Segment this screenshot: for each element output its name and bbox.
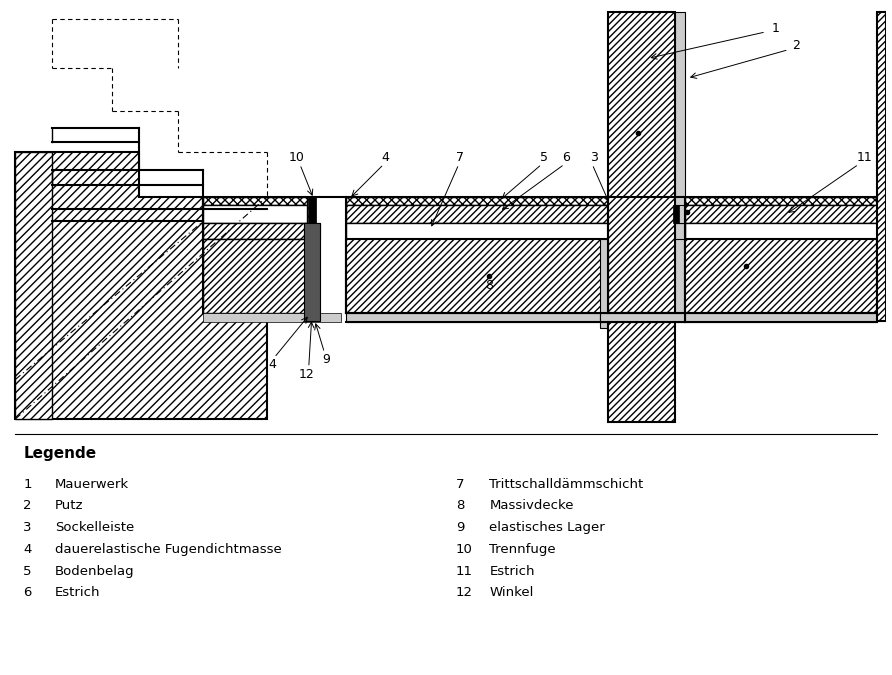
Text: 11: 11 bbox=[857, 151, 872, 164]
Text: 2: 2 bbox=[23, 500, 32, 512]
Bar bbox=[346, 239, 608, 313]
Bar bbox=[675, 12, 685, 313]
Text: Trittschalldämmschicht: Trittschalldämmschicht bbox=[490, 478, 644, 491]
Text: Putz: Putz bbox=[55, 500, 83, 512]
Text: Winkel: Winkel bbox=[490, 587, 533, 599]
Text: Sockelleiste: Sockelleiste bbox=[55, 521, 134, 534]
Bar bbox=[203, 313, 342, 322]
Bar bbox=[600, 313, 685, 322]
Bar bbox=[346, 313, 608, 322]
Text: 4: 4 bbox=[23, 543, 31, 556]
Bar bbox=[15, 153, 52, 419]
Text: dauerelastische Fugendichtmasse: dauerelastische Fugendichtmasse bbox=[55, 543, 282, 556]
Text: 4: 4 bbox=[382, 151, 390, 164]
Text: Mauerwerk: Mauerwerk bbox=[55, 478, 129, 491]
Text: 6: 6 bbox=[23, 587, 31, 599]
Bar bbox=[600, 239, 608, 328]
Bar bbox=[685, 196, 877, 205]
Text: 9: 9 bbox=[323, 353, 330, 367]
Bar bbox=[675, 223, 685, 239]
Text: 2: 2 bbox=[792, 39, 799, 52]
Text: Massivdecke: Massivdecke bbox=[490, 500, 574, 512]
Bar bbox=[346, 223, 608, 239]
Bar bbox=[685, 239, 877, 313]
Text: elastisches Lager: elastisches Lager bbox=[490, 521, 605, 534]
Text: 10: 10 bbox=[456, 543, 473, 556]
Bar bbox=[304, 223, 319, 239]
Text: 6: 6 bbox=[563, 151, 570, 164]
Text: 11: 11 bbox=[456, 564, 473, 578]
Text: 7: 7 bbox=[456, 478, 465, 491]
Text: Estrich: Estrich bbox=[55, 587, 101, 599]
Text: 1: 1 bbox=[23, 478, 32, 491]
Text: Estrich: Estrich bbox=[490, 564, 535, 578]
Bar bbox=[608, 12, 675, 313]
Text: 5: 5 bbox=[540, 151, 548, 164]
Bar bbox=[675, 205, 685, 223]
Text: Trennfuge: Trennfuge bbox=[490, 543, 556, 556]
Bar bbox=[685, 205, 877, 223]
Bar bbox=[685, 223, 877, 239]
Bar bbox=[203, 239, 311, 313]
Text: 7: 7 bbox=[456, 151, 464, 164]
Bar bbox=[346, 205, 608, 223]
Text: 4: 4 bbox=[268, 358, 277, 371]
Text: 8: 8 bbox=[456, 500, 464, 512]
Text: 8: 8 bbox=[485, 279, 493, 292]
Text: 10: 10 bbox=[289, 151, 305, 164]
Bar bbox=[877, 12, 887, 321]
Bar bbox=[308, 196, 316, 223]
Text: 9: 9 bbox=[456, 521, 464, 534]
Text: 12: 12 bbox=[299, 368, 315, 381]
Text: 3: 3 bbox=[23, 521, 32, 534]
Bar bbox=[685, 313, 877, 322]
Text: Bodenbelag: Bodenbelag bbox=[55, 564, 135, 578]
Bar bbox=[346, 196, 608, 205]
Text: 1: 1 bbox=[772, 22, 780, 35]
Bar bbox=[307, 196, 315, 247]
Polygon shape bbox=[15, 153, 268, 419]
Bar bbox=[608, 313, 675, 422]
Bar bbox=[203, 205, 311, 223]
Bar bbox=[203, 196, 311, 205]
Bar bbox=[304, 223, 319, 321]
Text: Legende: Legende bbox=[23, 446, 96, 461]
Bar bbox=[203, 223, 311, 239]
Text: 3: 3 bbox=[591, 151, 598, 164]
Text: 12: 12 bbox=[456, 587, 473, 599]
Bar bbox=[673, 205, 679, 223]
Text: 5: 5 bbox=[23, 564, 32, 578]
